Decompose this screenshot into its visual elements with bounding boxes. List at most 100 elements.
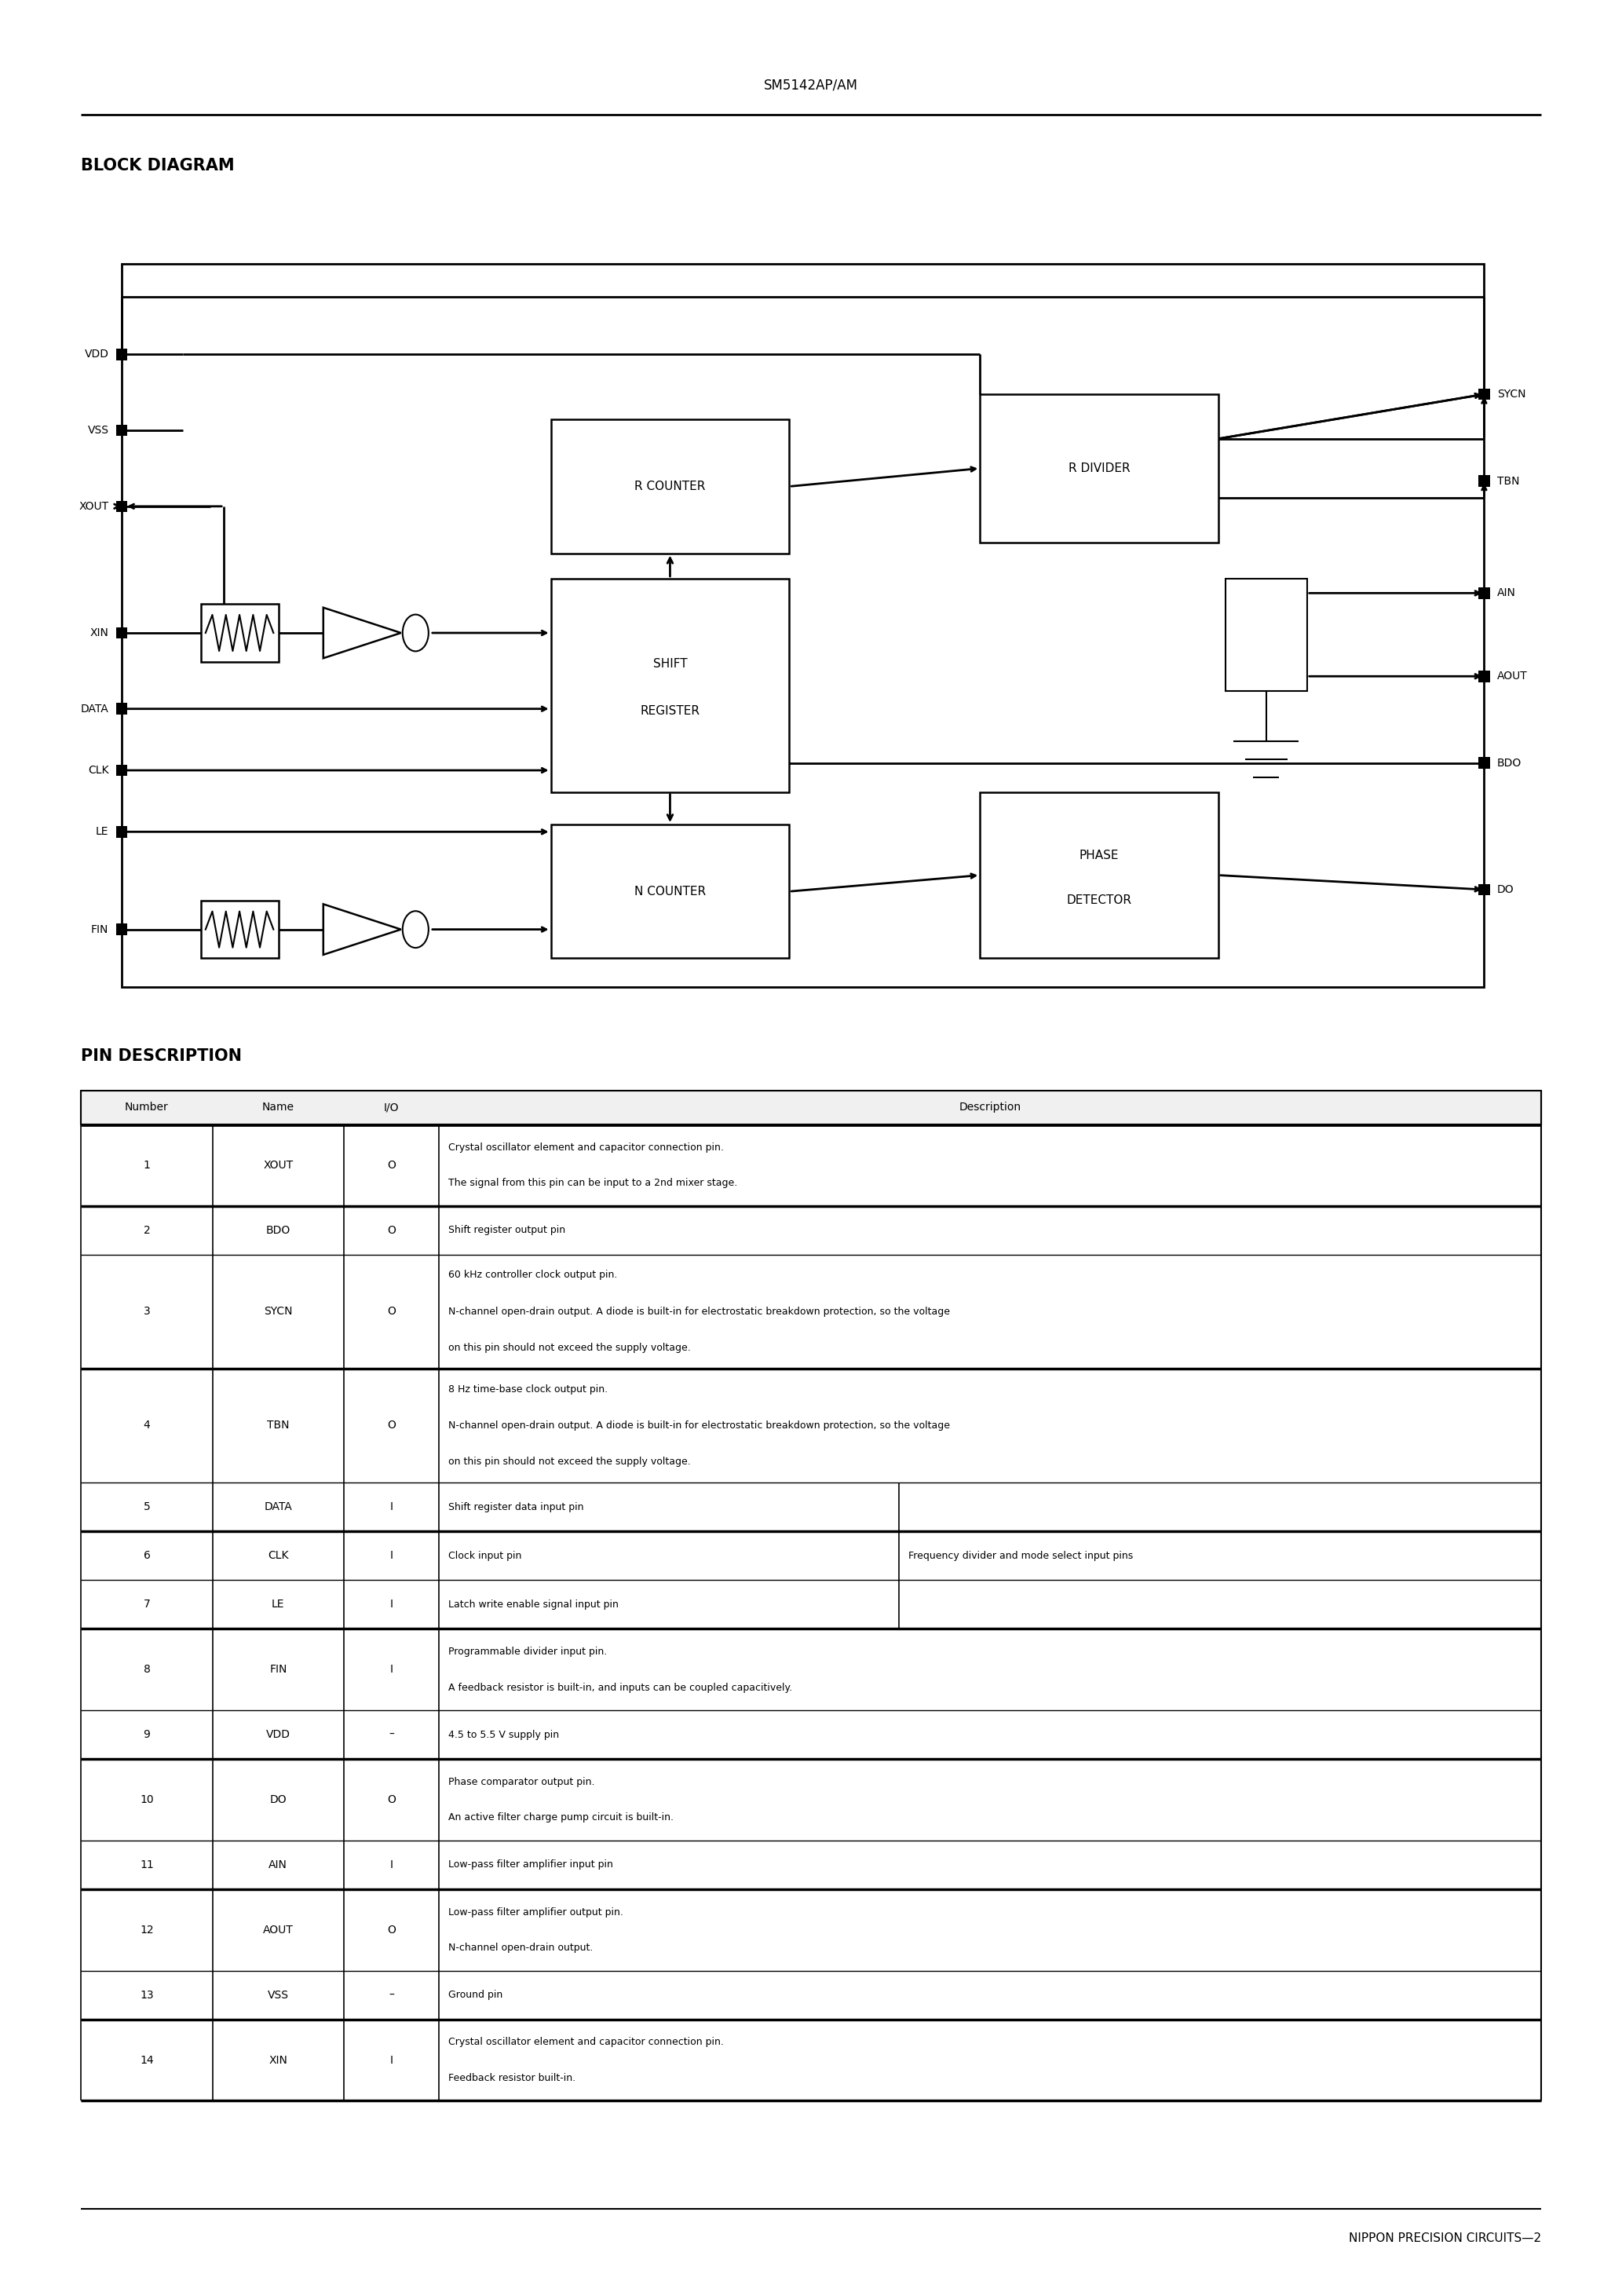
Text: PHASE: PHASE	[1079, 850, 1119, 861]
Polygon shape	[117, 627, 128, 638]
Text: VSS: VSS	[88, 425, 109, 436]
Bar	[81, 1091, 1541, 1125]
Text: 4.5 to 5.5 V supply pin: 4.5 to 5.5 V supply pin	[448, 1729, 560, 1740]
Text: PIN DESCRIPTION: PIN DESCRIPTION	[81, 1049, 242, 1063]
Text: AIN: AIN	[1497, 588, 1517, 599]
Text: A feedback resistor is built-in, and inputs can be coupled capacitively.: A feedback resistor is built-in, and inp…	[448, 1683, 793, 1692]
Text: I/O: I/O	[384, 1102, 399, 1114]
Text: Low-pass filter amplifier input pin: Low-pass filter amplifier input pin	[448, 1860, 613, 1869]
Text: I: I	[389, 1598, 393, 1609]
Text: 5: 5	[143, 1502, 151, 1513]
Text: Clock input pin: Clock input pin	[448, 1550, 522, 1561]
Bar	[980, 395, 1218, 542]
Bar	[551, 420, 790, 553]
Circle shape	[402, 615, 428, 652]
Text: –: –	[389, 1991, 394, 2000]
Text: BLOCK DIAGRAM: BLOCK DIAGRAM	[81, 158, 235, 172]
Text: 7: 7	[143, 1598, 151, 1609]
Polygon shape	[117, 501, 128, 512]
Text: Frequency divider and mode select input pins: Frequency divider and mode select input …	[908, 1550, 1134, 1561]
Polygon shape	[323, 608, 401, 659]
Text: VSS: VSS	[268, 1991, 289, 2000]
Text: 6: 6	[143, 1550, 151, 1561]
Text: on this pin should not exceed the supply voltage.: on this pin should not exceed the supply…	[448, 1343, 691, 1352]
Text: 10: 10	[139, 1793, 154, 1805]
Text: Crystal oscillator element and capacitor connection pin.: Crystal oscillator element and capacitor…	[448, 1141, 723, 1153]
Text: O: O	[388, 1419, 396, 1430]
Text: O: O	[388, 1224, 396, 1235]
Text: 14: 14	[139, 2055, 154, 2066]
Polygon shape	[117, 827, 128, 838]
Text: Description: Description	[959, 1102, 1020, 1114]
Text: SM5142AP/AM: SM5142AP/AM	[764, 78, 858, 92]
Text: Shift register output pin: Shift register output pin	[448, 1226, 566, 1235]
Text: TBN: TBN	[1497, 475, 1520, 487]
Text: AIN: AIN	[269, 1860, 287, 1871]
Text: NIPPON PRECISION CIRCUITS—2: NIPPON PRECISION CIRCUITS—2	[1348, 2232, 1541, 2245]
Text: Programmable divider input pin.: Programmable divider input pin.	[448, 1646, 607, 1658]
Text: I: I	[389, 1502, 393, 1513]
Text: Low-pass filter amplifier output pin.: Low-pass filter amplifier output pin.	[448, 1908, 623, 1917]
Text: N COUNTER: N COUNTER	[634, 886, 706, 898]
Text: 13: 13	[139, 1991, 154, 2000]
Text: Number: Number	[125, 1102, 169, 1114]
Text: DATA: DATA	[264, 1502, 292, 1513]
Text: DATA: DATA	[81, 703, 109, 714]
Text: Latch write enable signal input pin: Latch write enable signal input pin	[448, 1600, 618, 1609]
Text: N-channel open-drain output.: N-channel open-drain output.	[448, 1942, 594, 1954]
Polygon shape	[1479, 588, 1489, 599]
Text: XIN: XIN	[89, 627, 109, 638]
Text: O: O	[388, 1924, 396, 1936]
Text: 1: 1	[143, 1159, 151, 1171]
Bar	[201, 604, 279, 661]
Text: LE: LE	[272, 1598, 284, 1609]
Text: Feedback resistor built-in.: Feedback resistor built-in.	[448, 2073, 576, 2082]
Text: AOUT: AOUT	[263, 1924, 294, 1936]
Text: O: O	[388, 1793, 396, 1805]
Text: XOUT: XOUT	[79, 501, 109, 512]
Text: 60 kHz controller clock output pin.: 60 kHz controller clock output pin.	[448, 1270, 618, 1281]
Bar	[201, 900, 279, 957]
Text: 8: 8	[143, 1665, 151, 1676]
Text: Crystal oscillator element and capacitor connection pin.: Crystal oscillator element and capacitor…	[448, 2037, 723, 2048]
Text: 3: 3	[143, 1306, 151, 1318]
Text: I: I	[389, 1860, 393, 1871]
Text: XIN: XIN	[269, 2055, 287, 2066]
Text: DO: DO	[1497, 884, 1513, 895]
Text: O: O	[388, 1306, 396, 1318]
Text: TBN: TBN	[268, 1419, 289, 1430]
Text: DETECTOR: DETECTOR	[1067, 893, 1132, 907]
Text: Phase comparator output pin.: Phase comparator output pin.	[448, 1777, 595, 1786]
Text: SYCN: SYCN	[1497, 388, 1526, 400]
Text: FIN: FIN	[269, 1665, 287, 1676]
Text: 12: 12	[139, 1924, 154, 1936]
Text: VDD: VDD	[84, 349, 109, 360]
Polygon shape	[1479, 475, 1489, 487]
Text: DO: DO	[269, 1793, 287, 1805]
Text: –: –	[389, 1729, 394, 1740]
Text: I: I	[389, 1550, 393, 1561]
Text: LE: LE	[96, 827, 109, 838]
Polygon shape	[323, 905, 401, 955]
Text: REGISTER: REGISTER	[641, 705, 699, 716]
Bar	[122, 264, 1484, 987]
Text: FIN: FIN	[91, 923, 109, 934]
Text: The signal from this pin can be input to a 2nd mixer stage.: The signal from this pin can be input to…	[448, 1178, 738, 1189]
Text: 9: 9	[143, 1729, 151, 1740]
Text: CLK: CLK	[88, 765, 109, 776]
Polygon shape	[117, 425, 128, 436]
Text: I: I	[389, 2055, 393, 2066]
Bar	[980, 792, 1218, 957]
Text: SYCN: SYCN	[264, 1306, 292, 1318]
Circle shape	[402, 912, 428, 948]
Text: R DIVIDER: R DIVIDER	[1069, 461, 1131, 475]
Polygon shape	[117, 923, 128, 934]
Polygon shape	[1479, 884, 1489, 895]
Polygon shape	[117, 703, 128, 714]
Text: An active filter charge pump circuit is built-in.: An active filter charge pump circuit is …	[448, 1812, 673, 1823]
Text: N-channel open-drain output. A diode is built-in for electrostatic breakdown pro: N-channel open-drain output. A diode is …	[448, 1306, 950, 1316]
Text: CLK: CLK	[268, 1550, 289, 1561]
Text: I: I	[389, 1665, 393, 1676]
Polygon shape	[1479, 388, 1489, 400]
Text: 2: 2	[143, 1224, 151, 1235]
